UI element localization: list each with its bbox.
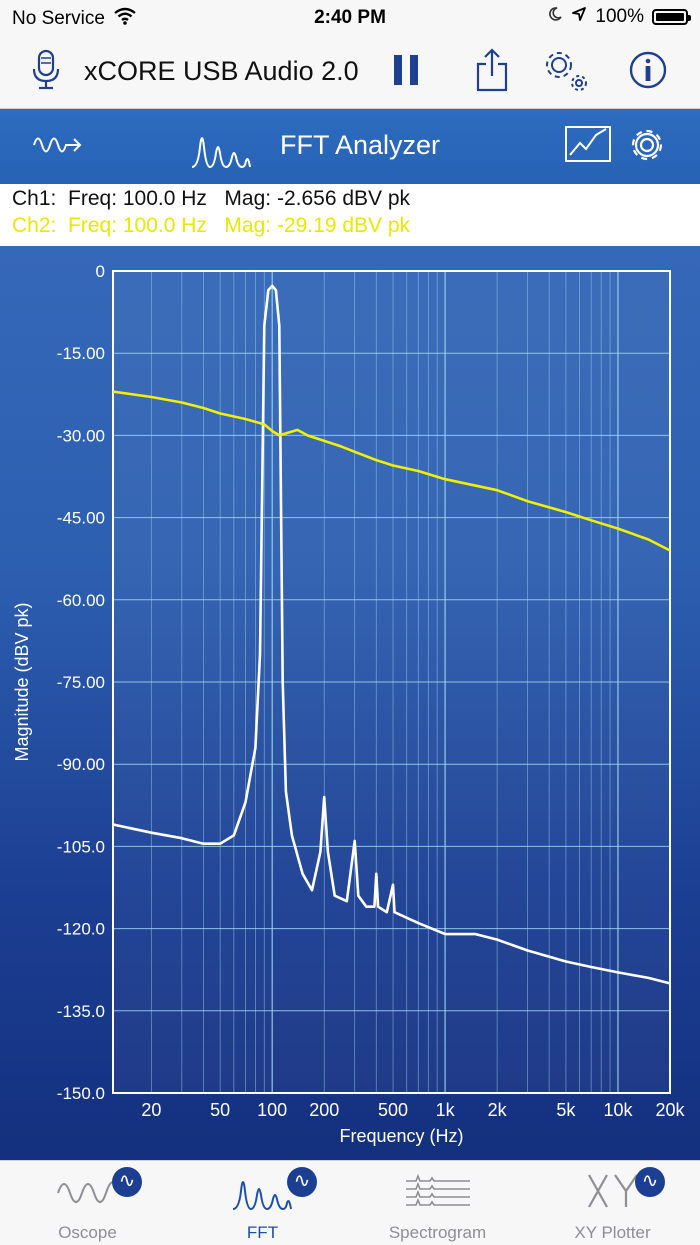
y-tick-label: -105.0: [57, 837, 105, 856]
microphone-icon: [31, 49, 61, 96]
analyzer-header: FFT Analyzer: [0, 109, 700, 184]
gear-icon: [627, 125, 667, 170]
channel-badge: ∿: [287, 1167, 317, 1197]
y-tick-label: -45.00: [57, 509, 105, 528]
x-tick-label: 10k: [603, 1100, 633, 1120]
analyzer-settings-button[interactable]: [624, 125, 670, 169]
gear-icon: [539, 47, 589, 98]
device-title: xCORE USB Audio 2.0: [84, 56, 359, 86]
carrier-label: No Service: [12, 8, 105, 29]
tab-label: Oscope: [58, 1223, 117, 1242]
pause-button[interactable]: [384, 50, 428, 94]
fft-chart[interactable]: 0 -15.00 -30.00 -45.00 -60.00 -75.00 -90.00 -10…: [0, 246, 700, 1160]
x-tick-label: 100: [257, 1100, 287, 1120]
info-icon: [628, 50, 668, 95]
x-axis-label: Frequency (Hz): [339, 1126, 463, 1146]
y-tick-label: -150.0: [57, 1084, 105, 1103]
ch2-readout: Ch2: Freq: 100.0 Hz Mag: -29.19 dBV pk: [12, 214, 411, 237]
channel-badge: ∿: [635, 1167, 665, 1197]
channel-badge: ∿: [112, 1167, 142, 1197]
clock: 2:40 PM: [314, 7, 386, 28]
x-tick-label: 20k: [655, 1100, 685, 1120]
signal-routing-icon: [32, 130, 84, 165]
x-tick-label: 200: [309, 1100, 339, 1120]
moon-icon: [547, 6, 563, 28]
series-line-ch2: [112, 390, 671, 552]
ch1-readout: Ch1: Freq: 100.0 Hz Mag: -2.656 dBV pk: [12, 187, 411, 210]
pause-icon: [391, 53, 421, 92]
y-tick-label: -60.00: [57, 591, 105, 610]
tab-oscope[interactable]: ∿ Oscope: [0, 1161, 175, 1245]
tab-spectrogram[interactable]: Spectrogram: [350, 1161, 525, 1245]
tab-label: XY Plotter: [574, 1223, 651, 1242]
y-tick-label: -120.0: [57, 920, 105, 939]
series-line-ch1: [112, 284, 671, 985]
battery-icon: [652, 9, 691, 25]
status-bar: No Service 2:40 PM 100%: [0, 0, 700, 36]
analyzer-title: FFT Analyzer: [280, 130, 441, 160]
bottom-tab-bar: ∿ Oscope ∿ FFT Spectrogram ∿ XY Plotter: [0, 1160, 700, 1245]
x-tick-label: 500: [378, 1100, 408, 1120]
tab-label: Spectrogram: [388, 1223, 487, 1242]
input-source-button[interactable]: [24, 49, 68, 96]
xy-icon: [585, 1169, 641, 1218]
x-tick-label: 2k: [488, 1100, 508, 1120]
spectrogram-icon: [404, 1173, 472, 1218]
location-icon: [571, 6, 587, 28]
plot-frame: [112, 270, 671, 1094]
top-nav-bar: xCORE USB Audio 2.0: [0, 36, 700, 109]
info-button[interactable]: [626, 50, 670, 94]
x-tick-label: 1k: [436, 1100, 456, 1120]
share-icon: [475, 47, 509, 97]
wifi-icon: [113, 7, 137, 31]
y-axis-label: Magnitude (dBV pk): [12, 602, 32, 761]
oscope-icon: [56, 1173, 118, 1218]
tab-label: FFT: [246, 1223, 279, 1242]
y-tick-label: -15.00: [57, 344, 105, 363]
y-tick-label: 0: [96, 262, 105, 281]
x-tick-label: 50: [210, 1100, 230, 1120]
y-tick-label: -90.00: [57, 755, 105, 774]
input-routing-button[interactable]: [30, 129, 86, 165]
x-tick-label: 5k: [556, 1100, 576, 1120]
share-button[interactable]: [470, 47, 514, 97]
display-mode-button[interactable]: [562, 125, 614, 169]
tab-xy-plotter[interactable]: ∿ XY Plotter: [525, 1161, 700, 1245]
fft-icon: [231, 1171, 293, 1218]
fft-plot-area[interactable]: 0 -15.00 -30.00 -45.00 -60.00 -75.00 -90.00 -10…: [0, 246, 700, 1160]
y-tick-label: -30.00: [57, 426, 105, 445]
y-tick-label: -75.00: [57, 673, 105, 692]
settings-button[interactable]: [542, 50, 587, 94]
chart-display-icon: [564, 125, 612, 170]
measurement-readout: Ch1: Freq: 100.0 Hz Mag: -2.656 dBV pk C…: [0, 184, 700, 247]
tab-fft[interactable]: ∿ FFT: [175, 1161, 350, 1245]
x-tick-label: 20: [141, 1100, 161, 1120]
battery-percent: 100%: [595, 6, 644, 27]
fft-icon: [190, 127, 252, 176]
y-tick-label: -135.0: [57, 1002, 105, 1021]
